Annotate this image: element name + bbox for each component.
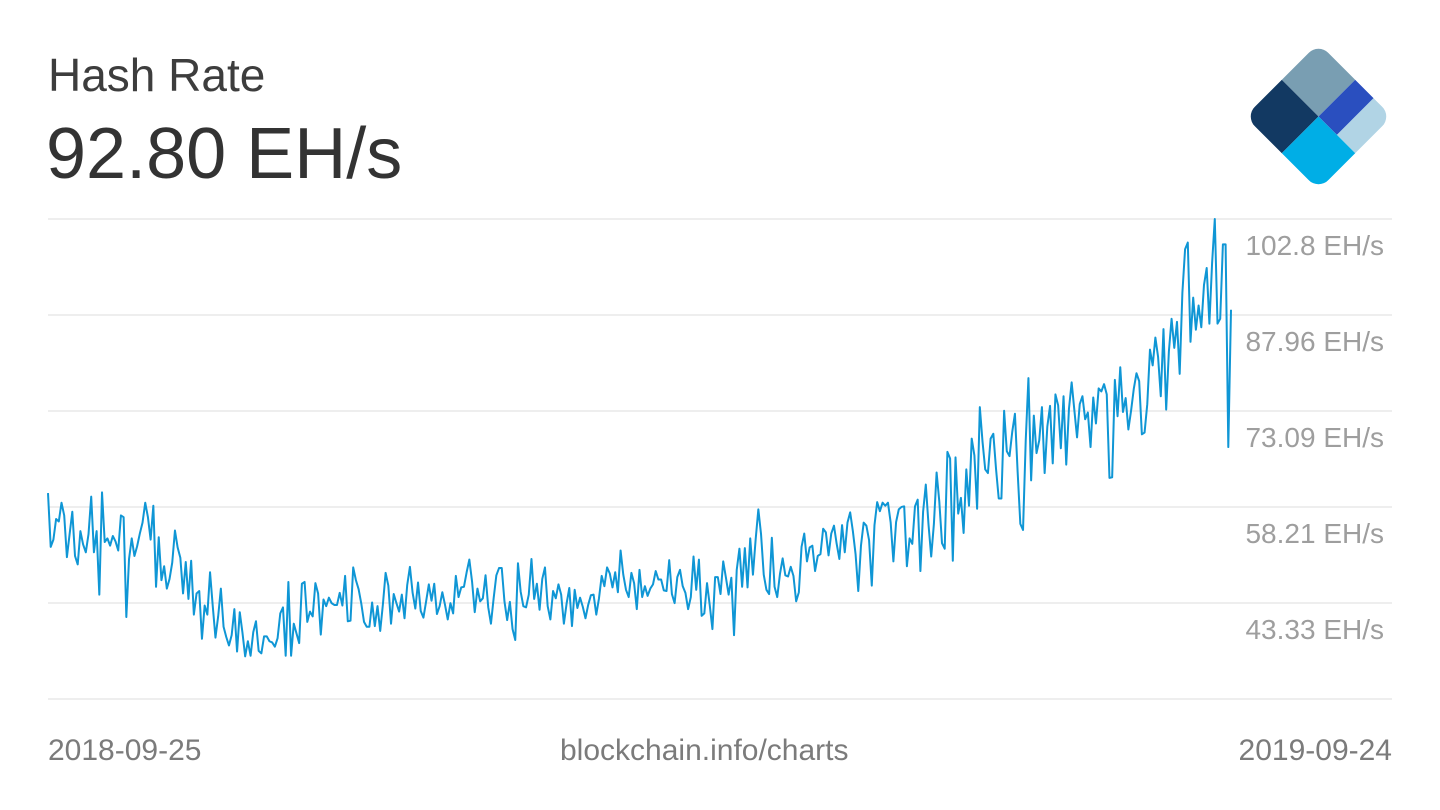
current-hash-rate-value: 92.80 EH/s: [46, 114, 403, 194]
x-axis-end-date: 2019-09-24: [1238, 734, 1392, 767]
y-tick-label: 87.96 EH/s: [1245, 326, 1384, 357]
y-tick-label: 58.21 EH/s: [1245, 518, 1384, 549]
hash-rate-series-line: [47, 218, 1232, 658]
blockchain-logo-icon: [1245, 43, 1392, 190]
y-axis-ticks: 102.8 EH/s 87.96 EH/s 73.09 EH/s 58.21 EH/s…: [1245, 230, 1384, 645]
y-tick-label: 102.8 EH/s: [1245, 230, 1384, 261]
source-link[interactable]: blockchain.info/charts: [560, 734, 849, 767]
y-tick-label: 73.09 EH/s: [1245, 422, 1384, 453]
y-tick-label: 43.33 EH/s: [1245, 614, 1384, 645]
x-axis-start-date: 2018-09-25: [48, 734, 202, 767]
grid-lines: [48, 218, 1392, 700]
chart-title: Hash Rate: [48, 49, 266, 101]
